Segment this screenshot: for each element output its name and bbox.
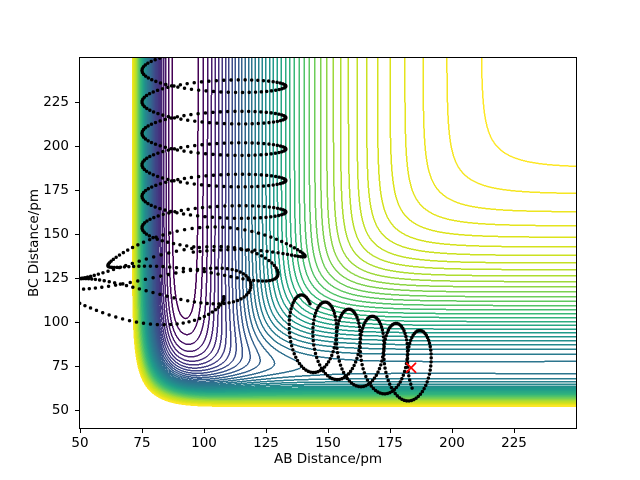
y-tick-label: 175: [43, 182, 69, 199]
y-tick-label: 100: [43, 314, 69, 331]
y-tick-label: 225: [43, 94, 69, 110]
x-tick-label: 150: [315, 435, 341, 451]
y-tick-mark: [75, 101, 79, 103]
x-tick-label: 50: [71, 435, 89, 451]
x-tick-label: 100: [191, 435, 217, 451]
y-tick-label: 50: [51, 402, 69, 419]
y-tick-mark: [75, 321, 79, 323]
x-axis-label: AB Distance/pm: [273, 451, 383, 467]
y-tick-label: 200: [43, 138, 69, 155]
x-tick-mark: [389, 429, 391, 433]
y-tick-label: 75: [51, 358, 69, 375]
y-tick-mark: [75, 277, 79, 279]
x-tick-mark: [141, 429, 143, 433]
x-tick-label: 75: [133, 435, 151, 451]
y-tick-mark: [75, 365, 79, 367]
x-tick-mark: [327, 429, 329, 433]
x-tick-label: 125: [253, 435, 279, 451]
x-tick-label: 175: [377, 435, 403, 451]
x-tick-mark: [203, 429, 205, 433]
y-tick-mark: [75, 189, 79, 191]
x-tick-mark: [79, 429, 81, 433]
y-tick-mark: [75, 145, 79, 147]
x-tick-label: 225: [501, 435, 527, 451]
x-tick-label: 200: [439, 435, 465, 451]
plot-area-canvas: [80, 58, 576, 428]
x-tick-mark: [513, 429, 515, 433]
y-tick-mark: [75, 233, 79, 235]
x-tick-mark: [265, 429, 267, 433]
y-tick-label: 150: [43, 226, 69, 243]
x-tick-mark: [451, 429, 453, 433]
y-tick-label: 125: [43, 270, 69, 287]
y-tick-mark: [75, 409, 79, 411]
y-axis-label: BC Distance/pm: [26, 188, 42, 298]
